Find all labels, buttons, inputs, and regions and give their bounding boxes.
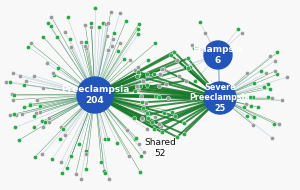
Text: Eclampsia
6: Eclampsia 6 bbox=[192, 45, 244, 65]
Circle shape bbox=[204, 82, 236, 114]
Circle shape bbox=[204, 41, 232, 69]
Text: Severe
Preeclampsia
25: Severe Preeclampsia 25 bbox=[190, 83, 250, 113]
Circle shape bbox=[77, 77, 113, 113]
Text: Preeclampsia
204: Preeclampsia 204 bbox=[61, 85, 129, 105]
Text: Shared
52: Shared 52 bbox=[144, 138, 176, 158]
